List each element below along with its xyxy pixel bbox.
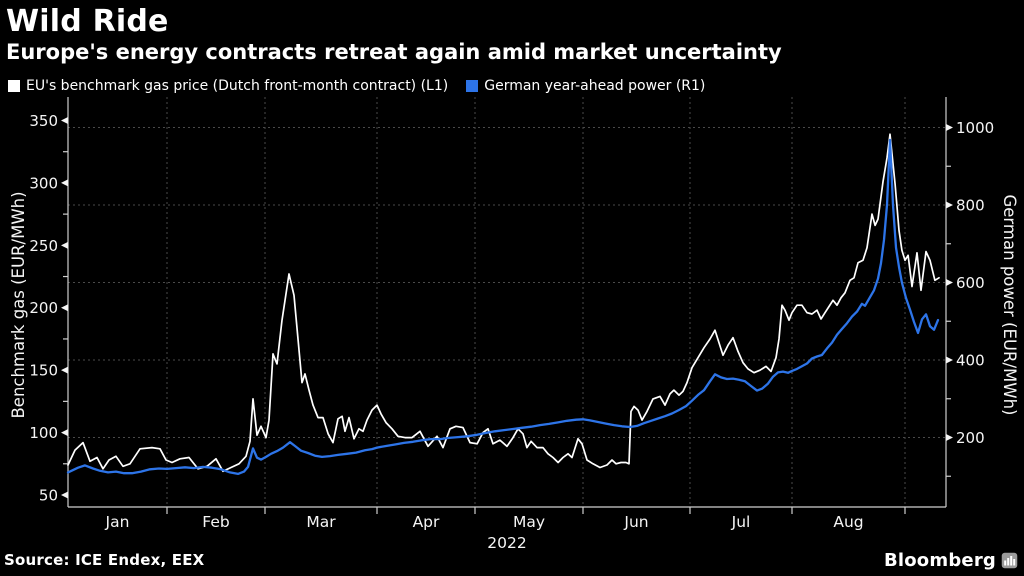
right-tick-arrow <box>946 124 953 131</box>
month-tick-label: Jan <box>105 513 130 531</box>
year-label: 2022 <box>487 534 526 552</box>
left-tick-arrow <box>61 304 68 312</box>
left-axis-tick-label: 250 <box>29 237 58 255</box>
left-axis-tick-label: 150 <box>29 362 58 380</box>
gas-legend-label: EU's benchmark gas price (Dutch front-mo… <box>26 78 449 94</box>
left-axis-tick-label: 200 <box>29 299 58 317</box>
bloomberg-wordmark: Bloomberg <box>884 550 1018 571</box>
right-axis-tick-label: 1000 <box>956 119 994 137</box>
month-tick-label: Jul <box>731 513 751 531</box>
right-axis-tick-label: 800 <box>956 197 985 215</box>
page-title: Wild Ride <box>6 4 169 39</box>
left-axis-tick-label: 100 <box>29 424 58 442</box>
left-tick-arrow <box>61 241 68 249</box>
left-axis-tick-label: 50 <box>39 486 58 504</box>
bloomberg-terminal-icon <box>1001 552 1018 569</box>
right-tick-arrow <box>946 279 953 286</box>
right-axis-tick-label: 200 <box>956 429 985 447</box>
power-legend-swatch-icon <box>466 80 479 92</box>
right-axis-tick-label: 400 <box>956 352 985 370</box>
legend-item-power: German year-ahead power (R1) <box>466 78 705 94</box>
legend: EU's benchmark gas price (Dutch front-mo… <box>8 78 705 94</box>
left-tick-arrow <box>61 491 68 499</box>
gas-legend-swatch-icon <box>8 80 20 92</box>
right-axis-tick-label: 600 <box>956 274 985 292</box>
right-axis-title: German power (EUR/MWh) <box>1000 195 1019 416</box>
month-tick-label: Mar <box>306 513 336 531</box>
legend-item-gas: EU's benchmark gas price (Dutch front-mo… <box>8 78 448 94</box>
right-tick-arrow <box>946 356 953 364</box>
left-tick-arrow <box>61 179 68 187</box>
right-tick-arrow <box>946 434 953 441</box>
left-tick-arrow <box>61 366 68 374</box>
month-tick-label: Jun <box>623 513 648 531</box>
source-note: Source: ICE Endex, EEX <box>4 551 205 569</box>
bloomberg-brand-text: Bloomberg <box>883 550 996 571</box>
gas-price-line <box>67 133 940 473</box>
month-tick-label: Feb <box>202 513 229 531</box>
right-tick-arrow <box>946 201 953 209</box>
left-axis-tick-label: 300 <box>29 174 58 192</box>
left-tick-arrow <box>61 117 68 124</box>
month-tick-label: Aug <box>833 513 863 531</box>
month-tick-label: May <box>513 513 545 531</box>
left-tick-arrow <box>61 429 68 437</box>
chart-subtitle: Europe's energy contracts retreat again … <box>6 40 782 64</box>
month-tick-label: Apr <box>413 513 440 531</box>
german-power-line <box>66 138 940 476</box>
left-axis-title: Benchmark gas (EUR/MWh) <box>9 191 28 418</box>
power-legend-label: German year-ahead power (R1) <box>484 78 706 94</box>
left-axis-tick-label: 350 <box>29 112 58 130</box>
